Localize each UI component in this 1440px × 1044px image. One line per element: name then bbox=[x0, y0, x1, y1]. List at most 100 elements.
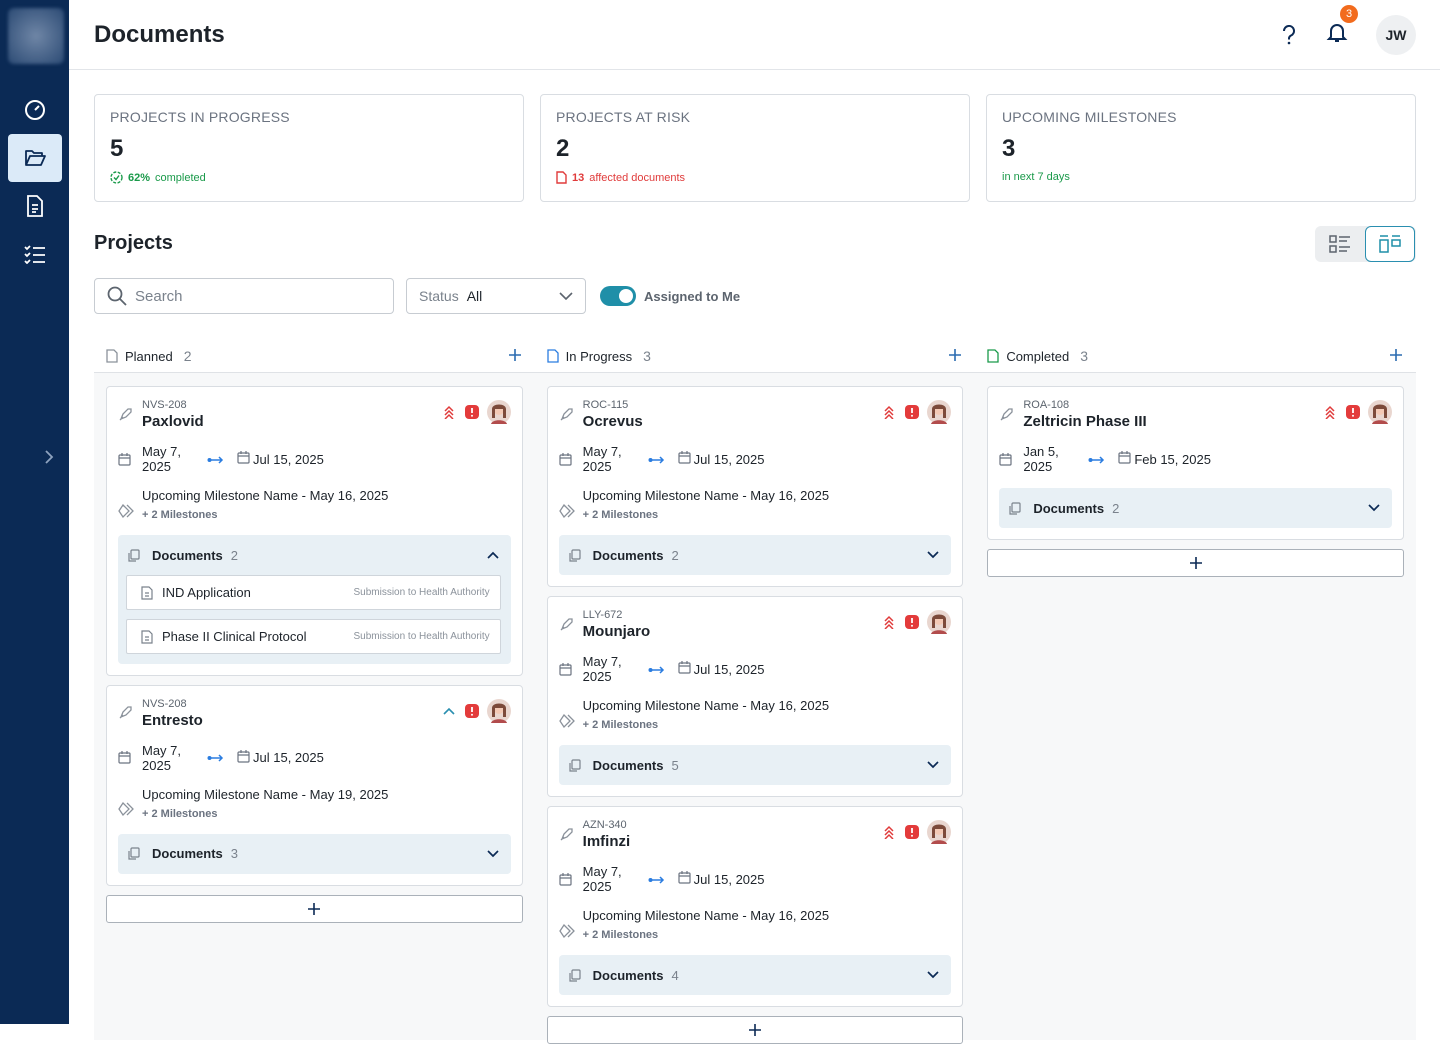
icon bbox=[118, 802, 134, 816]
icon bbox=[569, 968, 581, 982]
add-card[interactable] bbox=[508, 348, 521, 364]
more-milestones: + 2 Milestones bbox=[142, 807, 218, 820]
column: Planned 2 NVS-208 Paxlovid May 7, 2025 Jul … bbox=[94, 340, 535, 1040]
status-filter[interactable]: Status All bbox=[406, 278, 586, 314]
icon bbox=[119, 407, 132, 420]
column-header: Planned 2 bbox=[94, 340, 535, 373]
icon bbox=[487, 551, 499, 559]
project-card[interactable]: ROA-108 Zeltricin Phase III Jan 5, 2025 Fe… bbox=[987, 386, 1404, 540]
document-item[interactable]: Phase II Clinical Protocol Submission to … bbox=[126, 619, 501, 654]
icon bbox=[558, 713, 575, 728]
list-view[interactable] bbox=[1315, 226, 1365, 262]
icon bbox=[905, 615, 920, 629]
icon bbox=[927, 400, 952, 424]
icon bbox=[927, 820, 952, 844]
end-date: Jul 15, 2025 bbox=[693, 451, 765, 467]
documents-count: 2 bbox=[1112, 500, 1120, 516]
milestone: Upcoming Milestone Name - May 16, 2025 bbox=[582, 698, 830, 713]
user-avatar[interactable]: JW bbox=[1376, 14, 1416, 55]
icon bbox=[678, 451, 691, 464]
icon bbox=[237, 749, 250, 763]
nav-tasks[interactable] bbox=[8, 230, 62, 278]
project-name: Ocrevus bbox=[582, 413, 643, 430]
column: Completed 3 ROA-108 Zeltricin Phase III Ja… bbox=[975, 340, 1416, 1040]
icon bbox=[987, 349, 999, 363]
expand-sidebar[interactable] bbox=[44, 449, 54, 465]
documents-panel: Documents 2 bbox=[999, 488, 1392, 528]
project-card[interactable]: AZN-340 Imfinzi May 7, 2025 Jul 15, 2025 Up… bbox=[546, 806, 964, 1007]
icon bbox=[558, 503, 575, 518]
documents-toggle[interactable]: Documents 5 bbox=[569, 745, 940, 785]
icon bbox=[141, 629, 153, 644]
project-card[interactable]: LLY-672 Mounjaro May 7, 2025 Jul 15, 2025 U… bbox=[546, 596, 964, 797]
icon bbox=[464, 405, 479, 419]
status-value: All bbox=[466, 288, 483, 304]
start-date: May 7, 2025 bbox=[582, 654, 622, 684]
notifications[interactable]: 3 bbox=[1326, 5, 1358, 48]
board-view[interactable] bbox=[1365, 226, 1415, 262]
documents-label: Documents bbox=[592, 547, 664, 563]
stat-note: 62% completed bbox=[110, 171, 508, 184]
column-header: In Progress 3 bbox=[534, 340, 976, 373]
documents-label: Documents bbox=[592, 757, 664, 773]
add-card-button[interactable] bbox=[546, 1016, 964, 1044]
documents-panel: Documents 5 bbox=[558, 745, 952, 785]
add-card-button[interactable] bbox=[106, 894, 523, 923]
search-placeholder: Search bbox=[135, 287, 183, 305]
icon bbox=[559, 872, 572, 886]
column-name: Completed bbox=[1006, 348, 1070, 364]
documents-toggle[interactable]: Documents 2 bbox=[1009, 488, 1380, 528]
add-card-button[interactable] bbox=[987, 549, 1404, 577]
nav-dashboard[interactable] bbox=[8, 86, 62, 134]
icon bbox=[905, 825, 920, 839]
nav-documents[interactable] bbox=[8, 134, 62, 182]
documents-toggle[interactable]: Documents 3 bbox=[128, 834, 499, 874]
project-card[interactable]: NVS-208 Entresto May 7, 2025 Jul 15, 2025 U… bbox=[106, 684, 523, 886]
stat-note-value: 62% bbox=[128, 171, 151, 184]
document-name: Phase II Clinical Protocol bbox=[162, 629, 307, 644]
section-title: Projects bbox=[94, 232, 173, 254]
document-tag: Submission to Health Authority bbox=[353, 587, 490, 598]
end-date: Jul 15, 2025 bbox=[253, 750, 324, 765]
documents-count: 5 bbox=[671, 757, 679, 773]
icon bbox=[1189, 557, 1202, 569]
icon bbox=[1367, 400, 1392, 424]
more-milestones: + 2 Milestones bbox=[582, 509, 659, 521]
icon bbox=[648, 455, 664, 464]
view-switch bbox=[1315, 226, 1416, 262]
icon bbox=[927, 971, 939, 979]
toggle-switch[interactable] bbox=[600, 286, 636, 306]
icon bbox=[128, 548, 140, 562]
project-card[interactable]: NVS-208 Paxlovid May 7, 2025 Jul 15, 2025 U… bbox=[106, 386, 523, 676]
nav-files[interactable] bbox=[8, 182, 62, 230]
add-card[interactable] bbox=[1389, 348, 1402, 364]
logo bbox=[8, 8, 64, 64]
project-name: Imfinzi bbox=[582, 833, 631, 850]
icon bbox=[1389, 348, 1402, 361]
icon bbox=[569, 758, 581, 772]
project-id: ROC-115 bbox=[582, 399, 629, 411]
add-card[interactable] bbox=[949, 348, 962, 364]
documents-toggle[interactable]: Documents 2 bbox=[128, 535, 499, 575]
documents-toggle[interactable]: Documents 2 bbox=[569, 535, 940, 575]
icon bbox=[559, 292, 573, 300]
icon bbox=[884, 405, 894, 420]
milestone: Upcoming Milestone Name - May 16, 2025 bbox=[142, 488, 389, 503]
end-date: Jul 15, 2025 bbox=[253, 451, 324, 467]
stat-label: PROJECTS IN PROGRESS bbox=[110, 109, 290, 125]
help-button[interactable] bbox=[1282, 24, 1296, 45]
stat-value: 5 bbox=[110, 135, 124, 162]
stat-value: 3 bbox=[1002, 135, 1016, 162]
column-header: Completed 3 bbox=[975, 340, 1416, 373]
icon bbox=[905, 405, 920, 419]
icon bbox=[1345, 405, 1360, 419]
main: Documents 3 JW PROJECTS IN PROGRESS 5 62% c… bbox=[69, 0, 1440, 1044]
project-card[interactable]: ROC-115 Ocrevus May 7, 2025 Jul 15, 2025 Up… bbox=[546, 386, 964, 587]
assigned-toggle[interactable]: Assigned to Me bbox=[600, 286, 740, 306]
documents-toggle[interactable]: Documents 4 bbox=[569, 955, 940, 995]
document-item[interactable]: IND Application Submission to Health Auth… bbox=[126, 575, 501, 610]
search-input[interactable]: Search bbox=[94, 278, 394, 314]
project-id: AZN-340 bbox=[582, 819, 627, 831]
icon bbox=[118, 503, 134, 518]
document-tag: Submission to Health Authority bbox=[353, 631, 490, 642]
